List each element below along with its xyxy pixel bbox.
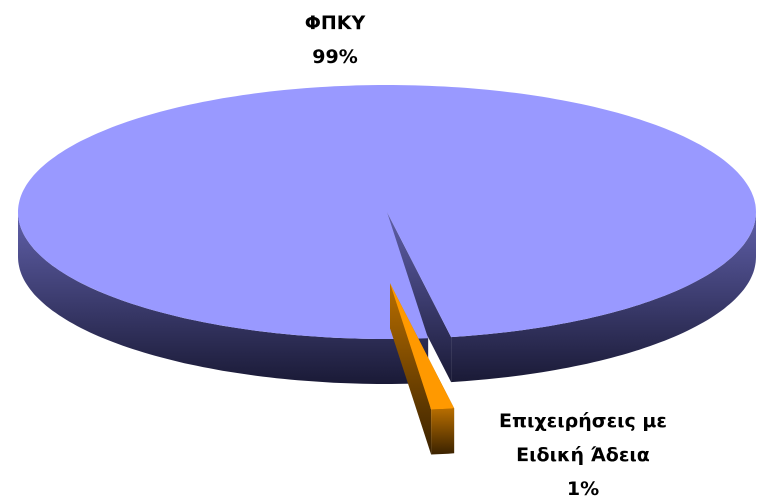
slice-side — [18, 212, 429, 384]
slice-side — [451, 212, 756, 383]
slice — [390, 283, 455, 410]
value-label: 1% — [566, 478, 600, 499]
slice — [18, 85, 756, 339]
category-label: ΦΠΚΥ — [304, 12, 366, 34]
slice-label: ΦΠΚΥ 99% — [235, 6, 435, 74]
slice-face — [390, 283, 432, 455]
category-label: Επιχειρήσεις με Ειδική Άδεια — [499, 410, 667, 466]
slice-face — [387, 212, 452, 383]
slice-label: Επιχειρήσεις με Ειδική Άδεια 1% — [478, 404, 688, 499]
slice-side — [431, 408, 455, 455]
value-label: 99% — [312, 46, 358, 68]
